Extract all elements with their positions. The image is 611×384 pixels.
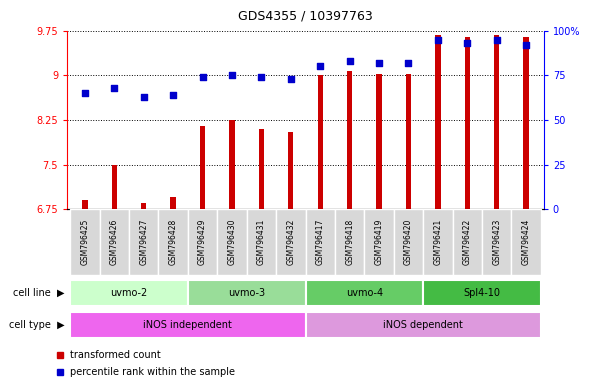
Point [345, 58, 354, 64]
Text: uvmo-2: uvmo-2 [111, 288, 148, 298]
Text: GSM796427: GSM796427 [139, 219, 148, 265]
Bar [335, 209, 364, 275]
Text: GSM796430: GSM796430 [227, 218, 236, 265]
Text: GSM796417: GSM796417 [316, 219, 324, 265]
Text: GSM796429: GSM796429 [198, 219, 207, 265]
Bar [347, 71, 353, 209]
Bar [364, 209, 393, 275]
Text: transformed count: transformed count [70, 350, 161, 360]
Bar [306, 280, 423, 306]
Bar [158, 209, 188, 275]
Bar [376, 74, 382, 209]
Bar [393, 209, 423, 275]
Point [433, 36, 443, 43]
Bar [229, 120, 235, 209]
Bar [170, 197, 176, 209]
Bar [435, 35, 441, 209]
Bar [524, 36, 529, 209]
Text: GSM796423: GSM796423 [492, 219, 501, 265]
Point [109, 85, 119, 91]
Bar [218, 209, 247, 275]
Bar [200, 126, 205, 209]
Point [286, 76, 296, 82]
Bar [70, 280, 188, 306]
Point [492, 36, 502, 43]
Bar [141, 204, 147, 209]
Bar [70, 313, 306, 338]
Bar [511, 209, 541, 275]
Text: GSM796418: GSM796418 [345, 219, 354, 265]
Text: GSM796428: GSM796428 [169, 219, 178, 265]
Text: percentile rank within the sample: percentile rank within the sample [70, 367, 235, 377]
Bar [482, 209, 511, 275]
Text: uvmo-3: uvmo-3 [228, 288, 265, 298]
Text: GSM796421: GSM796421 [433, 219, 442, 265]
Bar [453, 209, 482, 275]
Text: GSM796424: GSM796424 [522, 219, 530, 265]
Point [168, 92, 178, 98]
Text: iNOS independent: iNOS independent [144, 320, 232, 331]
Text: iNOS dependent: iNOS dependent [383, 320, 463, 331]
Bar [188, 280, 306, 306]
Bar [406, 74, 411, 209]
Bar [129, 209, 158, 275]
Bar [306, 209, 335, 275]
Bar [276, 209, 306, 275]
Bar [258, 129, 264, 209]
Point [80, 90, 90, 96]
Point [257, 74, 266, 80]
Bar [188, 209, 218, 275]
Bar [423, 280, 541, 306]
Point [463, 40, 472, 46]
Point [227, 72, 237, 78]
Text: GSM796432: GSM796432 [287, 219, 295, 265]
Text: GSM796420: GSM796420 [404, 219, 413, 265]
Bar [70, 209, 100, 275]
Bar [247, 209, 276, 275]
Bar [306, 313, 541, 338]
Text: GSM796419: GSM796419 [375, 219, 384, 265]
Text: cell type  ▶: cell type ▶ [9, 320, 64, 331]
Text: GSM796422: GSM796422 [463, 219, 472, 265]
Bar [318, 75, 323, 209]
Point [315, 63, 325, 70]
Text: uvmo-4: uvmo-4 [346, 288, 383, 298]
Bar [100, 209, 129, 275]
Text: GSM796426: GSM796426 [110, 219, 119, 265]
Text: Spl4-10: Spl4-10 [464, 288, 500, 298]
Bar [464, 36, 470, 209]
Point [197, 74, 207, 80]
Point [139, 94, 148, 100]
Point [374, 60, 384, 66]
Text: GDS4355 / 10397763: GDS4355 / 10397763 [238, 10, 373, 23]
Text: cell line  ▶: cell line ▶ [13, 288, 64, 298]
Bar [423, 209, 453, 275]
Bar [112, 165, 117, 209]
Point [404, 60, 414, 66]
Bar [494, 35, 499, 209]
Text: GSM796431: GSM796431 [257, 219, 266, 265]
Bar [288, 132, 293, 209]
Point [521, 42, 531, 48]
Bar [82, 200, 87, 209]
Text: GSM796425: GSM796425 [81, 219, 89, 265]
